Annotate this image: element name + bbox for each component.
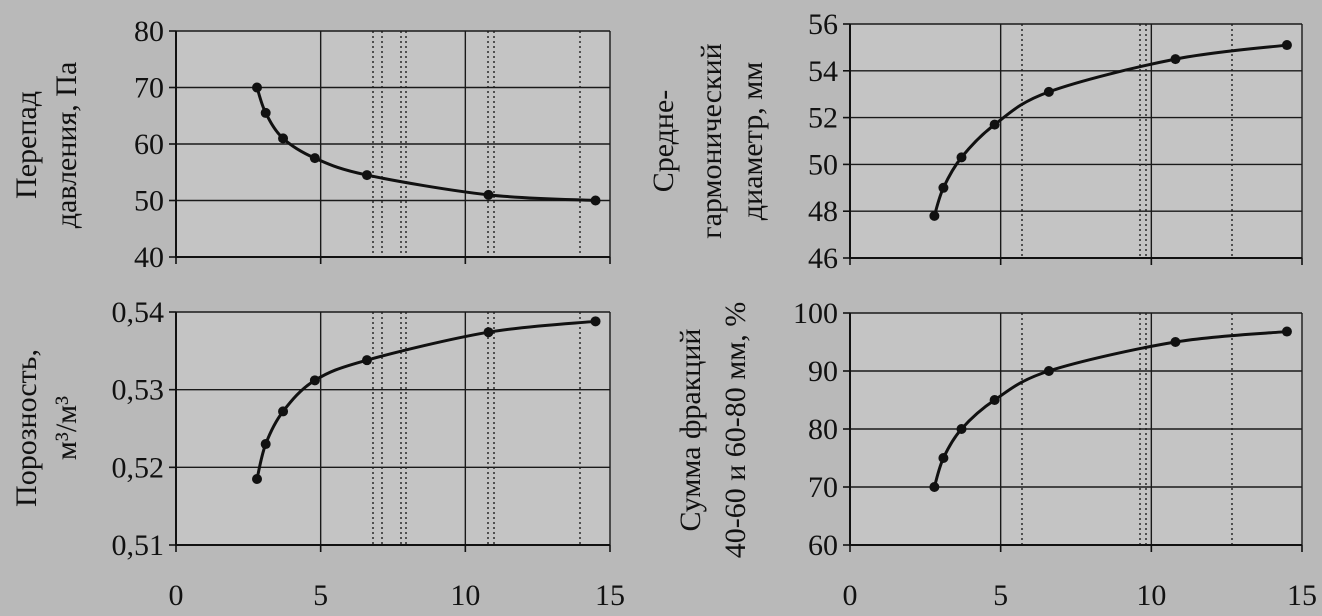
data-point — [1170, 54, 1181, 65]
data-point — [278, 133, 289, 144]
data-point — [361, 170, 372, 181]
y-tick-label: 50 — [134, 185, 164, 218]
y-tick-label: 50 — [808, 148, 838, 181]
y-tick-label: 54 — [808, 55, 838, 88]
x-tick-label: 15 — [1287, 579, 1317, 612]
y-tick-label: 0,51 — [112, 529, 165, 562]
data-point — [309, 375, 320, 386]
axes-frame — [849, 24, 1302, 259]
chart-fraction-sum: 60 70 80 90 100 0 5 10 15 Сумма фракций 40-60 и 60… — [674, 297, 1317, 612]
data-point — [989, 395, 1000, 405]
x-tick-label: 5 — [993, 579, 1008, 612]
data-point — [938, 182, 949, 193]
y-axis-label-line: м³/м³ — [50, 396, 83, 460]
data-point — [1043, 366, 1054, 376]
data-point — [278, 406, 289, 417]
y-tick-label: 52 — [808, 102, 838, 135]
x-tick-label: 0 — [843, 579, 858, 612]
data-point — [483, 327, 494, 338]
data-point — [956, 152, 967, 163]
x-tick-label: 15 — [595, 579, 625, 612]
y-tick-label: 80 — [808, 413, 838, 446]
data-point — [956, 424, 967, 434]
plot-area — [176, 312, 610, 545]
data-point — [361, 355, 372, 366]
y-tick-label: 46 — [808, 242, 838, 275]
plot-area — [850, 24, 1302, 258]
data-point — [260, 107, 271, 118]
data-point — [252, 82, 263, 93]
y-axis-label-line: гармонический — [695, 43, 728, 238]
x-tick-label: 10 — [450, 579, 480, 612]
y-axis-label-line: Порозность, — [10, 349, 43, 507]
data-point — [590, 316, 601, 327]
axes-frame — [849, 313, 1302, 546]
x-tick-label: 0 — [169, 579, 184, 612]
chart-mean-diameter: 46 48 50 52 54 56 Средне-гармонический диаметр,… — [647, 8, 1303, 275]
y-tick-label: 0,54 — [112, 296, 165, 329]
axes-frame — [175, 312, 610, 546]
data-point — [483, 189, 494, 200]
data-point — [260, 439, 271, 450]
y-tick-label: 0,53 — [112, 374, 165, 407]
y-axis-label-line: давления, Па — [50, 62, 83, 229]
data-point — [989, 119, 1000, 130]
y-tick-label: 70 — [134, 72, 164, 105]
y-tick-label: 0,52 — [112, 451, 165, 484]
y-tick-label: 90 — [808, 355, 838, 388]
data-point — [929, 210, 940, 221]
data-point — [590, 195, 601, 206]
data-point — [309, 153, 320, 164]
y-tick-label: 100 — [793, 297, 838, 330]
data-point — [938, 453, 949, 463]
y-axis-label-line: Средне- — [647, 90, 680, 193]
data-point — [1170, 337, 1181, 347]
y-tick-label: 60 — [134, 128, 164, 161]
data-point — [1281, 40, 1292, 51]
y-axis-label-line: Перепад — [10, 91, 43, 199]
axes-frame — [175, 31, 610, 258]
data-point — [1043, 86, 1054, 97]
y-tick-label: 80 — [134, 15, 164, 48]
data-point — [252, 473, 263, 484]
y-tick-label: 56 — [808, 8, 838, 41]
x-tick-label: 10 — [1136, 579, 1166, 612]
chart-pressure-drop: 40 50 60 70 80 Перепад давления, Па — [10, 15, 611, 274]
y-tick-label: 60 — [808, 529, 838, 562]
y-axis-label-line: диаметр, мм — [736, 62, 769, 220]
data-point — [929, 482, 940, 492]
y-axis-label-line: 40-60 и 60-80 мм, % — [719, 302, 752, 559]
y-axis-label-line: Сумма фракций — [674, 329, 707, 532]
y-tick-label: 70 — [808, 471, 838, 504]
chart-porosity: 0,51 0,52 0,53 0,54 0 5 10 15 Порозность, м³/м³ — [10, 296, 625, 612]
x-tick-label: 5 — [313, 579, 328, 612]
y-tick-label: 40 — [134, 241, 164, 274]
y-tick-label: 48 — [808, 195, 838, 228]
data-point — [1281, 326, 1292, 337]
